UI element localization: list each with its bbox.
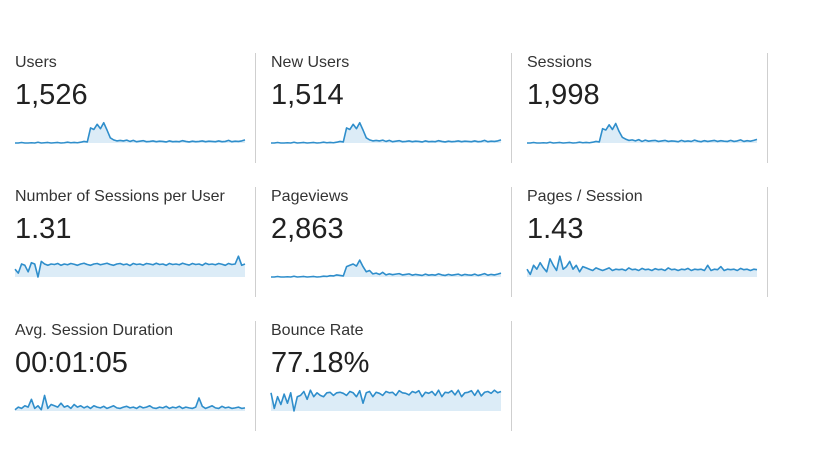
sparkline-line (14, 255, 246, 278)
sparkline-chart (14, 394, 246, 411)
sparkline-line (527, 122, 758, 144)
metric-label: Pages / Session (527, 188, 643, 205)
metric-card-users[interactable]: Users 1,526 (0, 53, 256, 163)
metric-card-new-users[interactable]: New Users 1,514 (256, 53, 512, 163)
metric-label: Avg. Session Duration (15, 322, 174, 339)
sparkline-area (271, 122, 501, 143)
metric-card-pageviews[interactable]: Pageviews 2,863 (256, 187, 512, 297)
metric-card-avg-session-duration[interactable]: Avg. Session Duration 00:01:05 (0, 321, 256, 431)
metric-value: 1.43 (527, 213, 584, 245)
sparkline-chart (271, 259, 502, 278)
metric-value: 1.31 (15, 213, 72, 245)
metric-value: 00:01:05 (15, 347, 128, 379)
sparkline-chart (527, 122, 758, 144)
sparkline-area (15, 256, 245, 277)
metric-value: 2,863 (271, 213, 344, 245)
metric-label: Sessions (527, 54, 592, 71)
sparkline-area (527, 256, 757, 277)
metric-label: Pageviews (271, 188, 349, 205)
metric-label: Bounce Rate (271, 322, 364, 339)
metric-label: New Users (271, 54, 350, 71)
metric-label: Number of Sessions per User (15, 188, 225, 205)
sparkline-chart (271, 121, 502, 144)
sparkline-line (526, 255, 758, 276)
sparkline-line (271, 121, 502, 144)
metric-value: 1,526 (15, 79, 88, 111)
metric-value: 77.18% (271, 347, 370, 379)
sparkline-line (271, 259, 502, 278)
metric-value: 1,514 (271, 79, 344, 111)
sparkline-area (15, 122, 245, 143)
sparkline-line (14, 394, 246, 411)
sparkline-chart (526, 255, 758, 277)
sparkline-chart (270, 389, 502, 412)
sparkline-line (15, 121, 246, 144)
metric-card-pages-per-session[interactable]: Pages / Session 1.43 (512, 187, 768, 297)
sparkline-line (270, 389, 502, 412)
metric-card-sessions[interactable]: Sessions 1,998 (512, 53, 768, 163)
sparkline-chart (14, 255, 246, 278)
metric-card-sessions-per-user[interactable]: Number of Sessions per User 1.31 (0, 187, 256, 297)
sparkline-chart (15, 121, 246, 144)
sparkline-area (527, 123, 757, 143)
metric-label: Users (15, 54, 57, 71)
metric-card-bounce-rate[interactable]: Bounce Rate 77.18% (256, 321, 512, 431)
metric-value: 1,998 (527, 79, 600, 111)
